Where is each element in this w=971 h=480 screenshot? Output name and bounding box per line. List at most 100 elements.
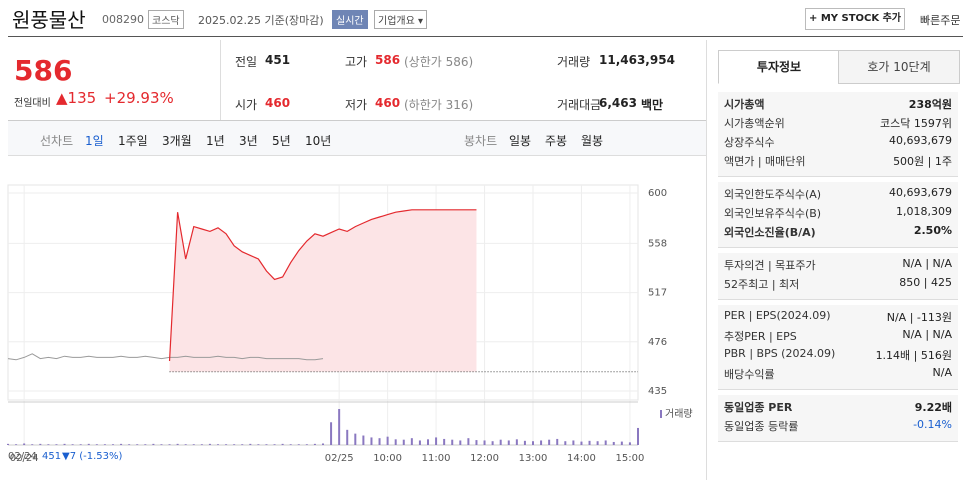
volume-bar	[628, 442, 631, 445]
volume-bar	[435, 437, 438, 445]
price: 586	[14, 54, 73, 87]
realtime-badge[interactable]: 실시간	[332, 10, 368, 29]
volume-bar	[241, 444, 244, 445]
volume-bar	[394, 439, 397, 445]
info-label: 외국인소진율(B/A)	[724, 226, 816, 239]
info-value: 1,018,309	[896, 205, 952, 218]
volume-bar	[499, 439, 502, 445]
volume-bar	[15, 444, 18, 445]
stock-code: 008290	[102, 13, 144, 26]
side-tab[interactable]: 투자정보	[718, 50, 840, 84]
volume-bar	[410, 438, 413, 445]
mystock-button[interactable]: + MY STOCK 추가	[805, 8, 905, 30]
volume-bar	[346, 429, 349, 445]
side-section: 시가총액 238억원 시가총액순위 코스닥 1597위 상장주식수 40,693,679 액…	[718, 92, 958, 177]
divider	[706, 40, 707, 480]
info-label: 액면가 | 매매단위	[724, 155, 806, 168]
quick-order[interactable]: 빠른주문	[920, 14, 961, 27]
tab-label: 선차트	[40, 134, 74, 148]
volume-bar	[103, 444, 106, 445]
divider	[220, 40, 221, 120]
footer-date: 02/24	[8, 451, 37, 462]
info-label: 투자의견 | 목표주가	[724, 259, 816, 272]
info-label: PER | EPS(2024.09)	[724, 309, 831, 322]
volume-bar	[564, 441, 567, 445]
info-label: 상장주식수	[724, 136, 775, 149]
y-tick-label: 435	[648, 386, 667, 397]
period-tab[interactable]: 1년	[206, 134, 225, 148]
volume-bar	[95, 444, 98, 445]
company-button[interactable]: 기업개요 ▾	[374, 10, 427, 29]
tab-bar	[8, 120, 706, 156]
candle-tab[interactable]: 월봉	[581, 134, 604, 148]
volume-bar	[604, 440, 607, 445]
volume-bar	[289, 444, 292, 445]
volume-bar	[620, 441, 623, 445]
side-tab[interactable]: 호가 10단계	[838, 50, 960, 84]
volume-bar	[612, 441, 615, 445]
volume-bar	[556, 438, 559, 445]
date: 2025.02.25 기준(장마감)	[198, 14, 324, 27]
volume-bar	[507, 440, 510, 445]
info-value: 9.22배	[914, 401, 952, 414]
candle-tab[interactable]: 주봉	[545, 134, 568, 148]
period-tab[interactable]: 5년	[272, 134, 291, 148]
period-tab[interactable]: 1주일	[118, 134, 148, 148]
volume-bar	[55, 444, 58, 445]
volume-bar	[330, 422, 333, 445]
x-tick-label: 13:00	[519, 453, 548, 464]
period-tab[interactable]: 1일	[85, 134, 104, 148]
x-tick-label: 15:00	[616, 453, 645, 464]
volume-bar	[548, 439, 551, 445]
volume-bar	[637, 427, 639, 445]
volume-bar	[136, 444, 139, 445]
volume-bar	[418, 440, 421, 445]
period-tab[interactable]: 3개월	[162, 134, 192, 148]
volume-legend: 거래량	[665, 408, 693, 420]
y-tick-label: 558	[648, 238, 667, 249]
volume-bar	[402, 439, 405, 445]
volume-bar	[7, 443, 9, 445]
info-label: 외국인보유주식수(B)	[724, 207, 822, 220]
info-value: 238억원	[908, 98, 952, 111]
quote-label: 시가	[235, 98, 258, 112]
y-tick-label: 517	[648, 288, 667, 299]
x-tick-label: 10:00	[373, 453, 402, 464]
info-label: 시가총액순위	[724, 117, 785, 130]
quote-label: 거래대금	[557, 98, 602, 112]
period-tab[interactable]: 10년	[305, 134, 332, 148]
volume-bar	[338, 409, 341, 445]
candle-tab[interactable]: 일봉	[509, 134, 532, 148]
chart: 600 558 517 476 435 02/24 02/25 10:00 11:00 12:00…	[7, 184, 693, 464]
quote-value: 11,463,954	[599, 53, 675, 67]
volume-bar	[208, 443, 211, 445]
quote-value: 451	[265, 53, 291, 67]
volume-bar	[378, 438, 381, 445]
info-label: 배당수익률	[724, 368, 775, 381]
volume-bar	[491, 441, 494, 445]
info-label: 시가총액	[724, 98, 765, 111]
volume-bar	[580, 441, 583, 445]
volume-bar	[443, 438, 446, 445]
volume-bar	[322, 443, 324, 445]
info-value: 1.14배 | 516원	[875, 349, 952, 362]
info-value: N/A	[932, 366, 952, 379]
period-tab[interactable]: 3년	[239, 134, 258, 148]
rate: +29.93%	[104, 89, 174, 107]
info-value: N/A | N/A	[902, 257, 952, 270]
info-label: 외국인한도주식수(A)	[724, 188, 822, 201]
volume-legend-swatch	[660, 410, 662, 418]
volume-bar	[532, 441, 534, 445]
x-tick-label: 14:00	[567, 453, 596, 464]
volume-bar	[475, 440, 478, 445]
volume-bar	[217, 444, 219, 445]
info-label: 52주최고 | 최저	[724, 278, 800, 291]
volume-bar	[225, 444, 228, 445]
volume-bar	[313, 443, 316, 445]
volume-bar	[257, 444, 260, 445]
volume-bar	[184, 444, 187, 445]
volume-bar	[427, 439, 429, 445]
info-label: PBR | BPS (2024.09)	[724, 347, 836, 360]
